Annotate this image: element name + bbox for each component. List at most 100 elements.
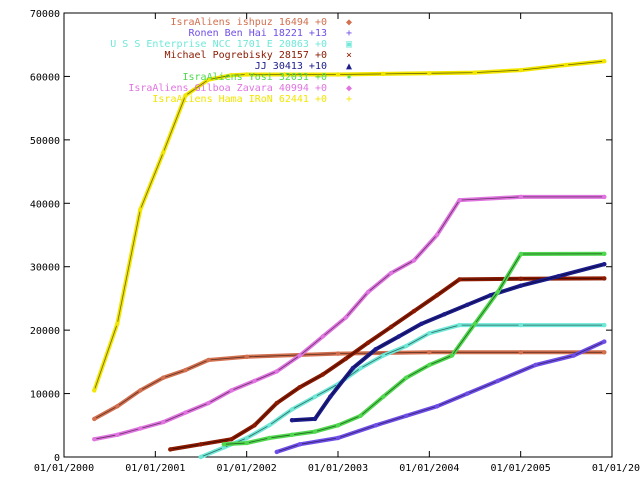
data-point	[365, 340, 371, 345]
data-point	[427, 350, 432, 355]
data-point	[320, 372, 325, 377]
y-tick-label: 20000	[30, 326, 60, 337]
data-point	[427, 362, 432, 368]
data-point	[328, 394, 333, 399]
data-point	[350, 366, 355, 371]
data-point	[252, 423, 257, 428]
data-point	[274, 369, 279, 374]
plot-frame	[63, 12, 613, 458]
legend: IsraAliens ishpuz 16494 +0 ◆ Ronen Ben Hai…	[110, 17, 352, 105]
data-point	[343, 356, 348, 361]
legend-label: U S S Enterprise NCC 1701 E 20863 +0	[110, 39, 327, 50]
y-tick-label: 60000	[30, 72, 60, 83]
data-point	[518, 322, 523, 328]
data-point	[358, 413, 363, 418]
data-point	[274, 400, 279, 406]
data-point	[274, 449, 279, 455]
legend-marker: ▲	[346, 61, 352, 72]
data-point	[419, 321, 424, 326]
legend-marker: ◆	[346, 83, 352, 94]
data-point	[335, 72, 341, 77]
data-point	[198, 442, 203, 447]
data-point	[602, 194, 607, 200]
data-point	[434, 404, 440, 409]
data-point	[602, 251, 607, 256]
data-point	[381, 71, 386, 77]
data-point	[267, 435, 272, 441]
series-0	[92, 350, 607, 422]
data-point	[602, 339, 607, 344]
data-point	[229, 73, 234, 78]
data-point	[138, 388, 143, 393]
series-layer	[92, 59, 607, 460]
series-1	[274, 339, 607, 455]
data-point	[161, 375, 166, 380]
data-point	[518, 251, 523, 257]
data-point	[183, 410, 188, 415]
data-point	[229, 437, 234, 442]
data-point	[518, 283, 523, 288]
data-point	[602, 262, 607, 267]
data-point	[289, 407, 295, 412]
legend-label: IsraAliens Gilboa Zavara 40994 +0	[128, 83, 327, 94]
series-7	[92, 59, 607, 393]
data-point	[556, 274, 561, 279]
data-point	[518, 67, 523, 73]
data-point	[244, 354, 249, 359]
data-point	[92, 416, 97, 422]
data-point	[457, 322, 462, 328]
data-point	[115, 432, 120, 437]
data-point	[282, 72, 287, 77]
data-point	[404, 343, 409, 349]
legend-marker: ▣	[346, 39, 352, 50]
data-point	[381, 353, 386, 358]
data-point	[602, 276, 607, 281]
data-point	[183, 93, 188, 98]
data-point	[373, 347, 378, 352]
x-tick-label: 01/01/2002	[217, 463, 277, 474]
legend-label: Ronen Ben Hai 18221 +13	[189, 28, 327, 39]
data-point	[289, 432, 295, 437]
data-point	[465, 391, 470, 396]
data-point	[388, 270, 394, 276]
series-5	[221, 251, 607, 447]
legend-marker: ✶	[346, 72, 352, 83]
data-point	[518, 350, 523, 355]
data-point	[602, 350, 607, 355]
data-point	[465, 302, 470, 307]
x-tick-label: 01/01/20	[592, 463, 640, 474]
data-point	[358, 366, 363, 371]
data-point	[229, 388, 234, 393]
data-point	[92, 437, 97, 442]
data-point	[252, 378, 257, 384]
data-point	[427, 71, 432, 76]
series-line-core	[93, 60, 605, 391]
data-point	[602, 59, 607, 64]
data-point	[183, 367, 188, 373]
data-point	[244, 435, 249, 441]
data-point	[335, 423, 341, 428]
legend-marker: ×	[346, 50, 352, 61]
legend-label: JJ 30413 +10	[255, 61, 327, 72]
data-point	[495, 378, 500, 384]
data-point	[115, 321, 120, 326]
data-point	[563, 62, 569, 68]
data-point	[198, 454, 203, 460]
data-point	[488, 293, 493, 298]
data-point	[297, 385, 302, 390]
x-tick-label: 01/01/2005	[491, 463, 551, 474]
data-point	[365, 289, 371, 295]
legend-marker: +	[346, 94, 352, 105]
data-point	[161, 150, 166, 155]
data-point	[411, 308, 417, 314]
data-point	[495, 289, 500, 295]
y-tick-label: 50000	[30, 136, 60, 147]
data-point	[457, 197, 462, 203]
data-point	[312, 394, 318, 399]
data-point	[161, 419, 166, 425]
data-point	[267, 423, 272, 428]
x-tick-label: 01/01/2004	[399, 463, 459, 474]
x-tick-label: 01/01/2000	[34, 463, 94, 474]
data-point	[472, 70, 477, 75]
